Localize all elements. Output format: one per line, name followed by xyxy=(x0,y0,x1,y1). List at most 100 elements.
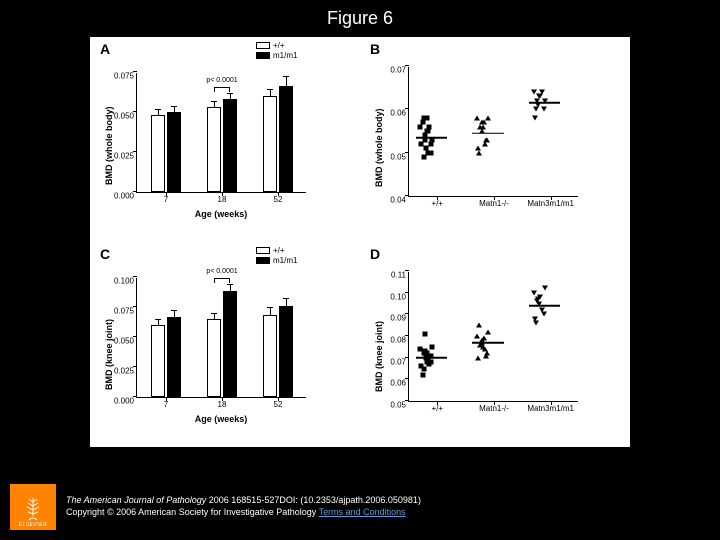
legend: +/+m1/m1 xyxy=(256,246,297,266)
ytick-label: 0.05 xyxy=(390,401,409,410)
bar xyxy=(263,315,277,397)
terms-link[interactable]: Terms and Conditions xyxy=(319,507,406,517)
mean-line xyxy=(416,357,447,359)
bar xyxy=(279,86,293,192)
panel-label: C xyxy=(100,246,110,262)
data-point xyxy=(428,360,433,365)
bar xyxy=(151,325,165,397)
panel-label: D xyxy=(370,246,380,262)
data-point xyxy=(426,129,431,134)
panel-label: A xyxy=(100,41,110,57)
ytick-label: 0.025 xyxy=(114,367,137,376)
mean-line xyxy=(472,132,503,134)
bar xyxy=(263,96,277,192)
footer: ELSEVIER The American Journal of Patholo… xyxy=(0,478,720,540)
ytick-label: 0.07 xyxy=(390,66,409,75)
data-point xyxy=(479,120,485,125)
y-axis-label: BMD (whole body) xyxy=(104,107,114,186)
journal-name: The American Journal of Pathology xyxy=(66,495,206,505)
data-point xyxy=(475,355,481,360)
data-point xyxy=(483,353,489,358)
data-point xyxy=(420,120,425,125)
plot-area: 0.0000.0250.0500.0750.10071852p< 0.0001 xyxy=(136,278,306,398)
panel-d: DBMD (knee joint)0.050.060.070.080.090.1… xyxy=(360,242,630,447)
data-point xyxy=(483,137,489,142)
elsevier-logo: ELSEVIER xyxy=(10,484,56,530)
mean-line xyxy=(416,137,447,139)
data-point xyxy=(539,308,545,313)
figure-grid: A BMD (whole body) 0.0000.0250.0500.075718… xyxy=(90,37,630,447)
ytick-label: 0.025 xyxy=(114,152,137,161)
ytick-label: 0.05 xyxy=(390,152,409,161)
data-point xyxy=(541,312,547,317)
data-point xyxy=(420,373,425,378)
ytick-label: 0.000 xyxy=(114,192,137,201)
data-point xyxy=(422,331,427,336)
data-point xyxy=(536,94,542,99)
data-point xyxy=(532,116,538,121)
y-axis-label: BMD (knee joint) xyxy=(374,321,384,392)
panel-b: B BMD (whole body) 0.040.050.060.07+/+Matn… xyxy=(360,37,630,242)
citation-block: The American Journal of Pathology 2006 1… xyxy=(66,495,421,518)
ytick-label: 0.100 xyxy=(114,277,137,286)
ytick-label: 0.000 xyxy=(114,397,137,406)
data-point xyxy=(476,150,482,155)
plot-area: 0.040.050.060.07+/+Matn1-/-Matn3m1/m1 xyxy=(408,67,578,197)
ytick-label: 0.075 xyxy=(114,72,137,81)
ytick-label: 0.08 xyxy=(390,336,409,345)
data-point xyxy=(425,351,430,356)
data-point xyxy=(533,321,539,326)
mean-line xyxy=(529,305,560,307)
ytick-label: 0.11 xyxy=(391,271,409,280)
significance-label: p< 0.0001 xyxy=(206,268,237,275)
ytick-label: 0.07 xyxy=(390,357,409,366)
bar xyxy=(223,99,237,192)
bar xyxy=(167,317,181,397)
data-point xyxy=(480,124,486,129)
ytick-label: 0.050 xyxy=(114,337,137,346)
plot-area: 0.050.060.070.080.090.100.11+/+Matn1-/-M… xyxy=(408,272,578,402)
bar xyxy=(151,115,165,192)
x-axis-label: Age (weeks) xyxy=(136,414,306,424)
data-point xyxy=(428,150,433,155)
panel-c: CBMD (knee joint)0.0000.0250.0500.0750.1… xyxy=(90,242,360,447)
data-point xyxy=(482,142,488,147)
ytick-label: 0.075 xyxy=(114,307,137,316)
data-point xyxy=(531,290,537,295)
bar xyxy=(207,107,221,192)
publisher-name: ELSEVIER xyxy=(19,522,47,528)
ytick-label: 0.10 xyxy=(390,292,409,301)
mean-line xyxy=(472,342,503,344)
bar xyxy=(207,319,221,397)
ytick-label: 0.04 xyxy=(390,196,409,205)
panel-a: A BMD (whole body) 0.0000.0250.0500.075718… xyxy=(90,37,360,242)
ytick-label: 0.050 xyxy=(114,112,137,121)
data-point xyxy=(428,142,433,147)
data-point xyxy=(533,107,539,112)
data-point xyxy=(480,344,486,349)
ytick-label: 0.06 xyxy=(390,109,409,118)
ytick-label: 0.09 xyxy=(390,314,409,323)
data-point xyxy=(421,366,426,371)
data-point xyxy=(429,344,434,349)
y-axis-label: BMD (whole body) xyxy=(374,109,384,188)
significance-label: p< 0.0001 xyxy=(206,77,237,84)
data-point xyxy=(542,286,548,291)
y-axis-label: BMD (knee joint) xyxy=(104,319,114,390)
mean-line xyxy=(529,102,560,104)
bar xyxy=(279,306,293,397)
ytick-label: 0.06 xyxy=(390,379,409,388)
plot-area: 0.0000.0250.0500.07571852p< 0.0001 xyxy=(136,73,306,193)
copyright-text: Copyright © 2006 American Society for In… xyxy=(66,507,316,517)
journal-details: 2006 168515-527DOI: (10.2353/ajpath.2006… xyxy=(209,495,421,505)
figure-title: Figure 6 xyxy=(0,0,720,37)
legend: +/+m1/m1 xyxy=(256,41,297,61)
data-point xyxy=(485,329,491,334)
data-point xyxy=(485,116,491,121)
data-point xyxy=(421,155,426,160)
bar xyxy=(223,291,237,397)
data-point xyxy=(418,124,423,129)
data-point xyxy=(425,116,430,121)
panel-label: B xyxy=(370,41,380,57)
data-point xyxy=(541,107,547,112)
